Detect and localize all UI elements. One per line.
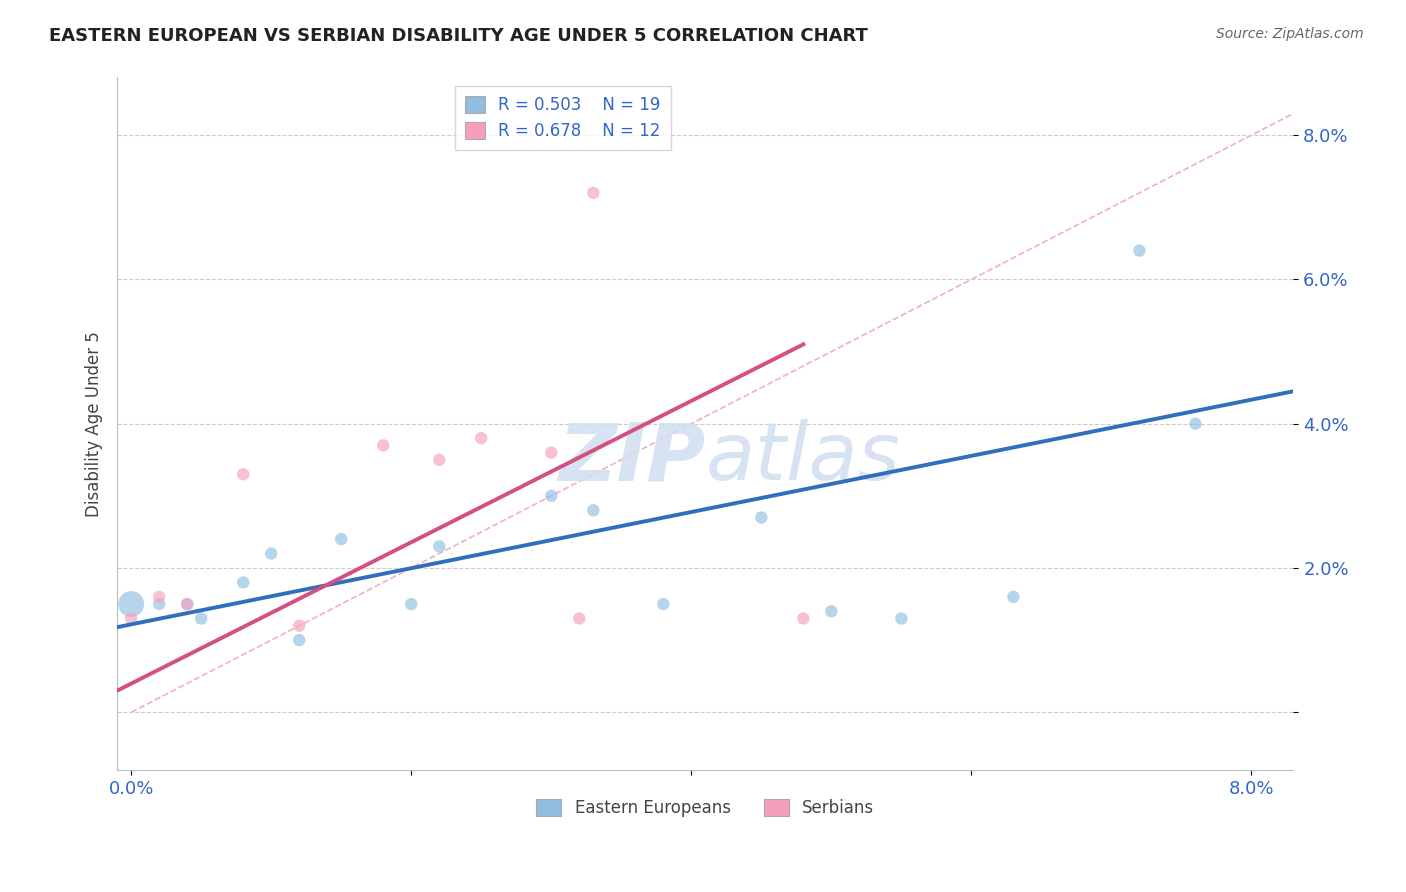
Point bbox=[176, 597, 198, 611]
Point bbox=[288, 633, 311, 648]
Point bbox=[232, 467, 254, 482]
Point bbox=[373, 438, 395, 452]
Point bbox=[232, 575, 254, 590]
Point bbox=[148, 590, 170, 604]
Point bbox=[288, 618, 311, 632]
Text: EASTERN EUROPEAN VS SERBIAN DISABILITY AGE UNDER 5 CORRELATION CHART: EASTERN EUROPEAN VS SERBIAN DISABILITY A… bbox=[49, 27, 868, 45]
Point bbox=[120, 611, 142, 625]
Point bbox=[176, 597, 198, 611]
Point bbox=[120, 597, 142, 611]
Point bbox=[330, 532, 353, 546]
Point bbox=[890, 611, 912, 625]
Point bbox=[820, 604, 842, 618]
Point bbox=[1002, 590, 1025, 604]
Point bbox=[652, 597, 675, 611]
Point bbox=[148, 597, 170, 611]
Text: ZIP: ZIP bbox=[558, 419, 706, 498]
Point bbox=[1184, 417, 1206, 431]
Point bbox=[470, 431, 492, 445]
Point bbox=[792, 611, 814, 625]
Point bbox=[260, 547, 283, 561]
Point bbox=[540, 445, 562, 459]
Text: atlas: atlas bbox=[706, 419, 900, 498]
Point bbox=[190, 611, 212, 625]
Point bbox=[568, 611, 591, 625]
Point bbox=[582, 186, 605, 200]
Point bbox=[1128, 244, 1150, 258]
Point bbox=[582, 503, 605, 517]
Text: Source: ZipAtlas.com: Source: ZipAtlas.com bbox=[1216, 27, 1364, 41]
Point bbox=[540, 489, 562, 503]
Point bbox=[427, 540, 450, 554]
Point bbox=[749, 510, 772, 524]
Y-axis label: Disability Age Under 5: Disability Age Under 5 bbox=[86, 331, 103, 516]
Legend: Eastern Europeans, Serbians: Eastern Europeans, Serbians bbox=[530, 792, 882, 824]
Point bbox=[427, 452, 450, 467]
Point bbox=[401, 597, 423, 611]
